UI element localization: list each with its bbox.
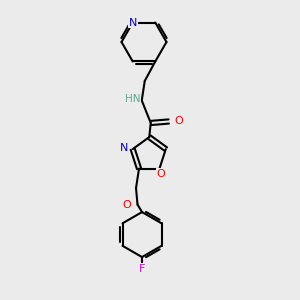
Text: N: N — [120, 142, 128, 153]
Text: O: O — [174, 116, 183, 127]
Text: HN: HN — [125, 94, 140, 104]
Text: N: N — [129, 17, 137, 28]
Text: O: O — [157, 169, 165, 179]
Text: O: O — [122, 200, 131, 210]
Text: F: F — [139, 264, 145, 274]
